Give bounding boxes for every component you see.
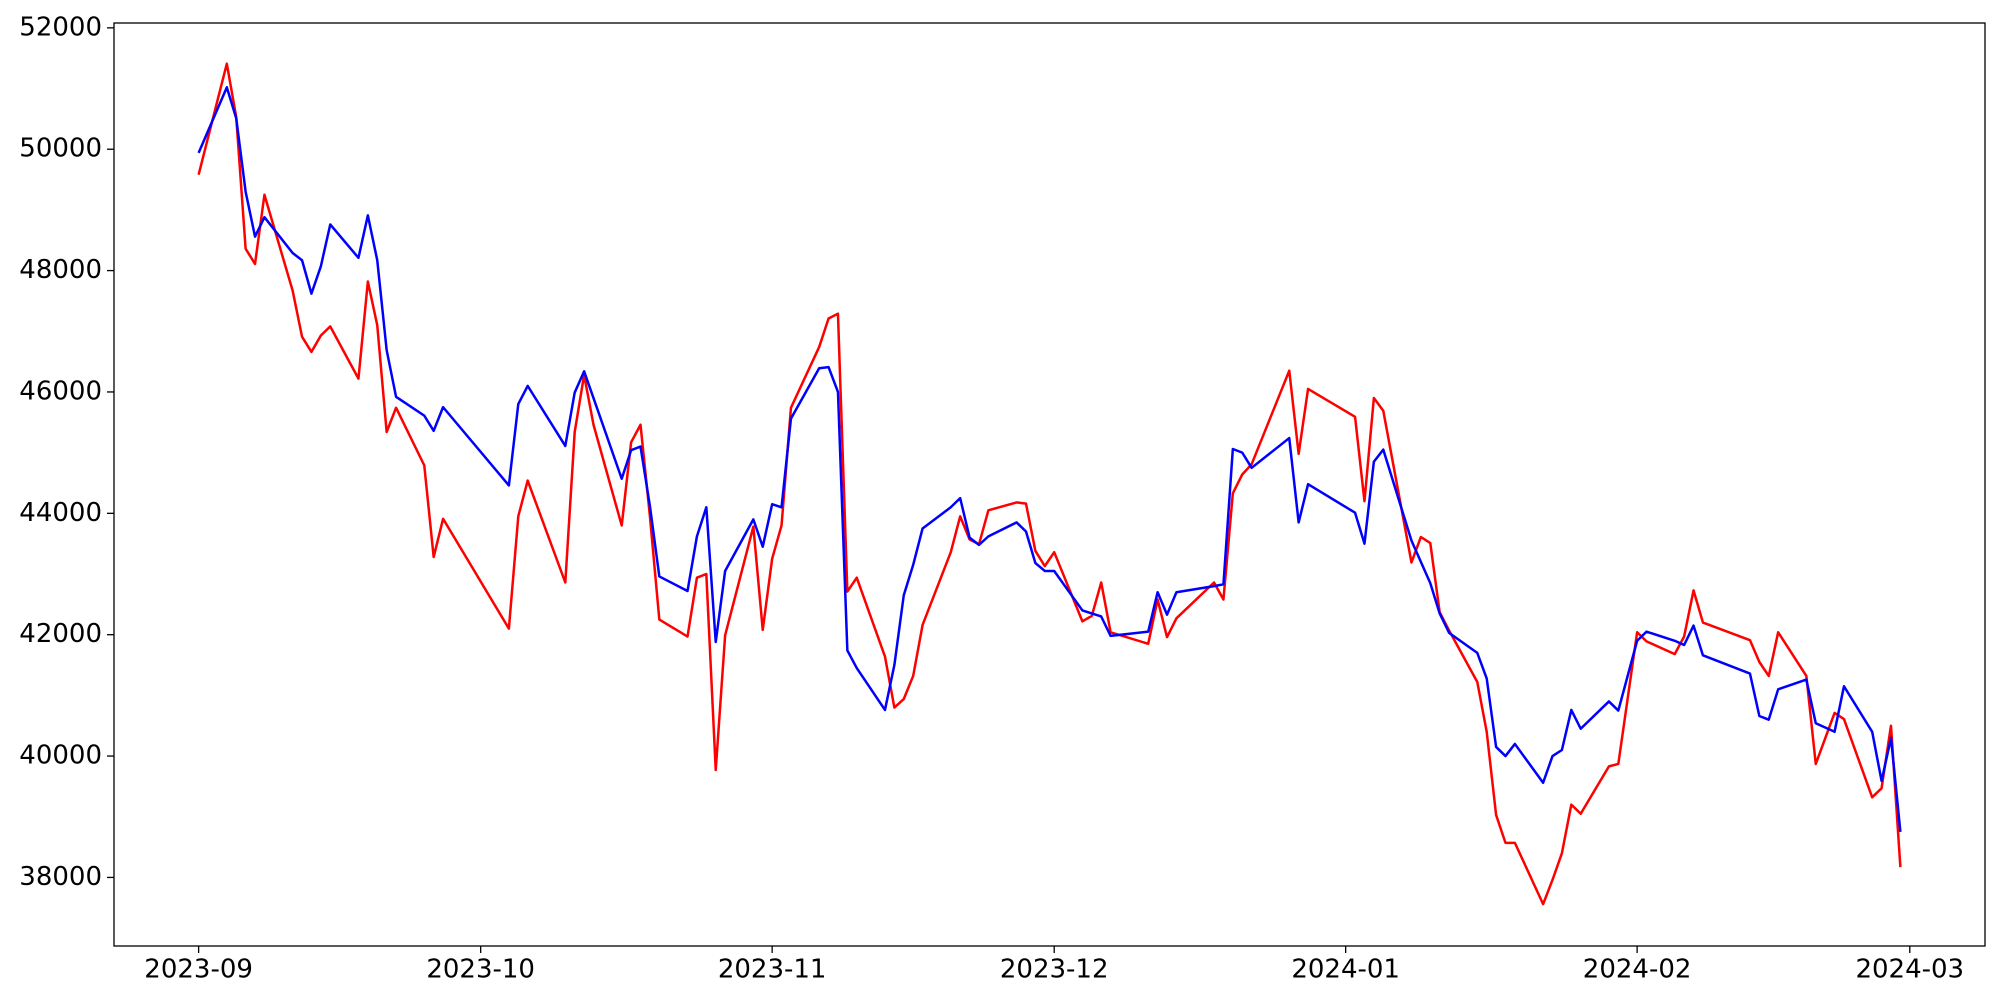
y-tick-label: 42000 [19, 619, 102, 649]
x-tick-label: 2024-01 [1291, 955, 1400, 985]
x-tick-label: 2024-03 [1855, 955, 1964, 985]
x-tick-label: 2023-12 [1000, 955, 1109, 985]
y-tick-label: 40000 [19, 741, 102, 771]
y-tick-label: 44000 [19, 498, 102, 528]
plot-frame [113, 22, 1986, 947]
x-tick-label: 2024-02 [1583, 955, 1692, 985]
y-tick-label: 46000 [19, 376, 102, 406]
x-tick-label: 2023-10 [426, 955, 535, 985]
y-tick-label: 52000 [19, 12, 102, 42]
x-tick-label: 2023-11 [718, 955, 827, 985]
line-series [197, 86, 1902, 833]
x-tick-label: 2023-09 [144, 955, 253, 985]
line-series [197, 62, 1902, 906]
y-tick-label: 38000 [19, 862, 102, 892]
y-tick-label: 50000 [19, 134, 102, 164]
y-tick-label: 48000 [19, 255, 102, 285]
